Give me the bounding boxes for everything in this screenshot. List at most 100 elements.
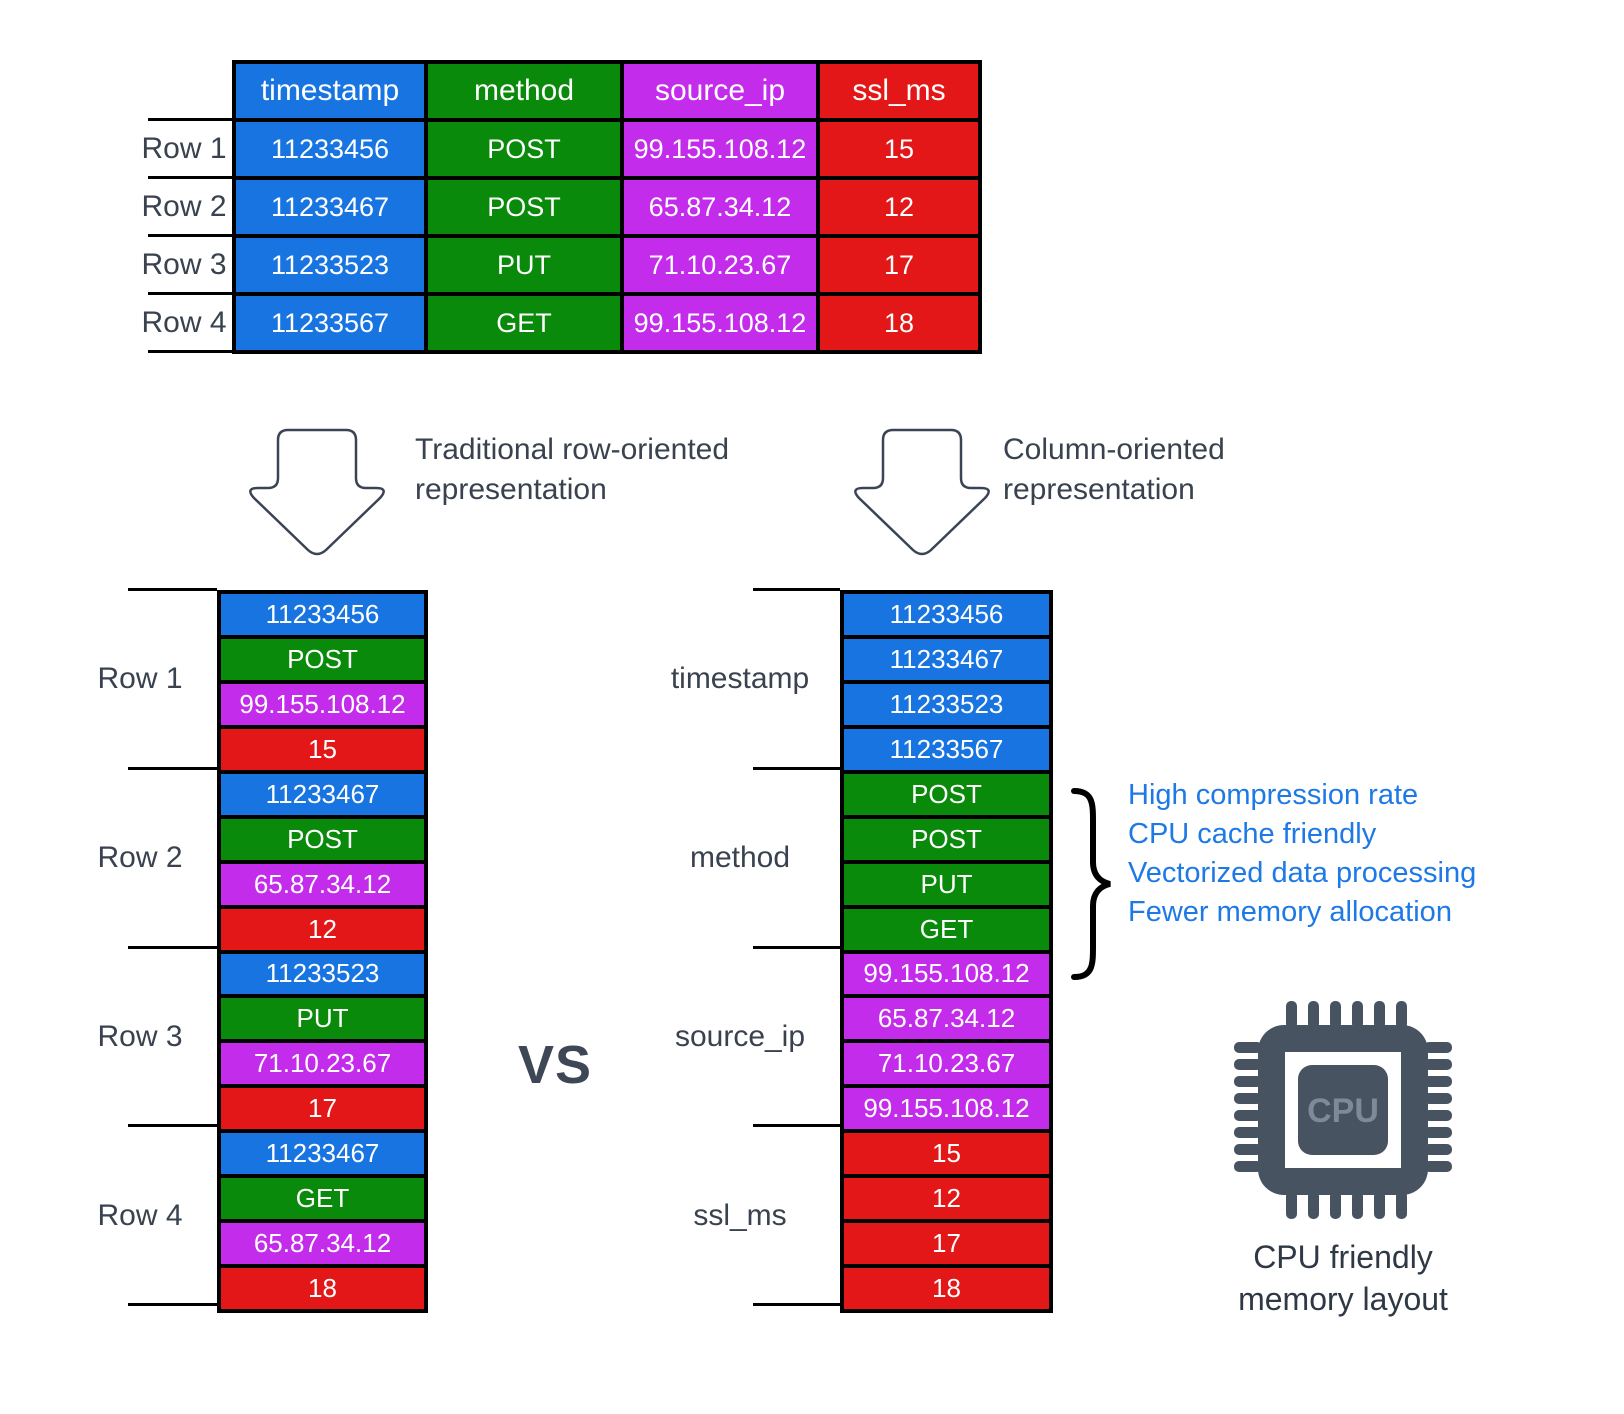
cpu-pin bbox=[1424, 1110, 1452, 1121]
down-arrow-icon-right bbox=[854, 428, 990, 556]
benefit-item-1: High compression rate bbox=[1128, 779, 1419, 811]
row-stack-label-1: Row 1 bbox=[97, 662, 183, 696]
column-stack-cell-timestamp-2: 11233467 bbox=[844, 638, 1049, 680]
row-oriented-label-line1: Traditional row-oriented bbox=[415, 433, 730, 466]
cpu-pin bbox=[1308, 1001, 1319, 1029]
row-oriented-label: Traditional row-oriented representation bbox=[415, 430, 729, 510]
column-stack-cell-ssl_ms-2: 12 bbox=[844, 1178, 1049, 1220]
row-stack-tick bbox=[128, 588, 217, 591]
column-stack-tick bbox=[753, 946, 840, 949]
benefit-item-2: CPU cache friendly bbox=[1128, 818, 1377, 850]
column-stack-cell-source_ip-4: 99.155.108.12 bbox=[844, 1088, 1049, 1130]
cpu-pin bbox=[1424, 1127, 1452, 1138]
row-stack-label-4: Row 4 bbox=[97, 1198, 183, 1232]
cpu-caption-line1: CPU friendly bbox=[1253, 1239, 1433, 1275]
top-table-row-label-3: Row 3 bbox=[141, 248, 227, 281]
cpu-pin bbox=[1424, 1059, 1452, 1070]
column-stack-cell-timestamp-3: 11233523 bbox=[844, 683, 1049, 725]
row-stack-cell-row2-1: 11233467 bbox=[221, 773, 424, 815]
top-table-cell-r2c2: POST bbox=[428, 180, 620, 234]
cpu-pin bbox=[1396, 1001, 1407, 1029]
cpu-pin bbox=[1234, 1059, 1262, 1070]
row-oriented-stack: 11233456 POST 99.155.108.12 15 11233467 POST 6… bbox=[217, 590, 428, 1313]
top-table-cell-r4c1: 11233567 bbox=[236, 296, 424, 350]
row-stack-cell-row2-3: 65.87.34.12 bbox=[221, 863, 424, 905]
column-stack-tick bbox=[753, 1303, 840, 1306]
top-table-row-tick bbox=[148, 234, 232, 237]
row-stack-cell-row4-3: 65.87.34.12 bbox=[221, 1223, 424, 1265]
cpu-pin bbox=[1234, 1076, 1262, 1087]
cpu-pin bbox=[1374, 1001, 1385, 1029]
row-stack-cell-row4-4: 18 bbox=[221, 1268, 424, 1309]
row-stack-cell-row3-1: 11233523 bbox=[221, 953, 424, 995]
column-stack-tick bbox=[753, 767, 840, 770]
cpu-icon: CPU bbox=[1234, 1001, 1452, 1219]
cpu-pin bbox=[1234, 1093, 1262, 1104]
top-table: timestamp method source_ip ssl_ms 11233456 PO… bbox=[232, 60, 982, 354]
cpu-caption: CPU friendly memory layout bbox=[1193, 1236, 1493, 1320]
top-table-row-label-1: Row 1 bbox=[141, 132, 227, 165]
cpu-pin bbox=[1352, 1001, 1363, 1029]
top-table-cell-r1c4: 15 bbox=[820, 122, 978, 176]
row-stack-cell-row1-1: 11233456 bbox=[221, 594, 424, 635]
column-oriented-label-line1: Column-oriented bbox=[1003, 433, 1225, 466]
top-table-row-tick bbox=[148, 176, 232, 179]
top-table-cell-r1c1: 11233456 bbox=[236, 122, 424, 176]
row-stack-label-2: Row 2 bbox=[97, 841, 183, 875]
benefits-list: High compression rate CPU cache friendly V… bbox=[1128, 776, 1476, 932]
cpu-pin bbox=[1424, 1093, 1452, 1104]
cpu-pin bbox=[1308, 1191, 1319, 1219]
cpu-pin bbox=[1286, 1001, 1297, 1029]
column-stack-cell-source_ip-3: 71.10.23.67 bbox=[844, 1043, 1049, 1085]
column-stack-cell-source_ip-1: 99.155.108.12 bbox=[844, 953, 1049, 995]
column-stack-label-ssl_ms: ssl_ms bbox=[693, 1198, 787, 1232]
column-stack-label-source_ip: source_ip bbox=[674, 1019, 806, 1053]
top-table-cell-r1c2: POST bbox=[428, 122, 620, 176]
top-table-cell-r4c3: 99.155.108.12 bbox=[624, 296, 816, 350]
benefit-item-4: Fewer memory allocation bbox=[1128, 896, 1452, 928]
down-arrow-icon-left bbox=[249, 428, 385, 556]
column-stack-cell-ssl_ms-1: 15 bbox=[844, 1133, 1049, 1175]
column-stack-cell-method-3: PUT bbox=[844, 863, 1049, 905]
top-table-cell-r4c2: GET bbox=[428, 296, 620, 350]
column-oriented-stack: 11233456 11233467 11233523 11233567 POST POST… bbox=[840, 590, 1053, 1313]
top-table-header-ssl_ms: ssl_ms bbox=[820, 64, 978, 118]
column-stack-cell-method-2: POST bbox=[844, 818, 1049, 860]
row-stack-tick bbox=[128, 1124, 217, 1127]
top-table-header-timestamp: timestamp bbox=[236, 64, 424, 118]
cpu-chip-label: CPU bbox=[1307, 1092, 1379, 1130]
row-stack-cell-row3-4: 17 bbox=[221, 1088, 424, 1130]
cpu-pin bbox=[1234, 1127, 1262, 1138]
column-stack-cell-ssl_ms-4: 18 bbox=[844, 1268, 1049, 1309]
vs-label: VS bbox=[517, 1035, 593, 1095]
cpu-pin bbox=[1352, 1191, 1363, 1219]
top-table-cell-r4c4: 18 bbox=[820, 296, 978, 350]
cpu-pin bbox=[1424, 1042, 1452, 1053]
column-stack-cell-ssl_ms-3: 17 bbox=[844, 1223, 1049, 1265]
row-oriented-label-line2: representation bbox=[415, 473, 607, 506]
cpu-caption-line2: memory layout bbox=[1238, 1281, 1448, 1317]
cpu-pin bbox=[1330, 1191, 1341, 1219]
top-table-cell-r3c2: PUT bbox=[428, 238, 620, 292]
top-table-cell-r1c3: 99.155.108.12 bbox=[624, 122, 816, 176]
column-stack-cell-timestamp-4: 11233567 bbox=[844, 728, 1049, 770]
top-table-cell-r3c3: 71.10.23.67 bbox=[624, 238, 816, 292]
column-stack-cell-method-1: POST bbox=[844, 773, 1049, 815]
row-stack-tick bbox=[128, 946, 217, 949]
top-table-row-tick bbox=[148, 350, 232, 353]
column-oriented-label: Column-oriented representation bbox=[1003, 430, 1225, 510]
row-stack-cell-row3-2: PUT bbox=[221, 998, 424, 1040]
cpu-pin bbox=[1286, 1191, 1297, 1219]
cpu-pin bbox=[1424, 1161, 1452, 1172]
row-stack-cell-row1-3: 99.155.108.12 bbox=[221, 683, 424, 725]
top-table-cell-r2c4: 12 bbox=[820, 180, 978, 234]
top-table-cell-r3c1: 11233523 bbox=[236, 238, 424, 292]
column-stack-cell-source_ip-2: 65.87.34.12 bbox=[844, 998, 1049, 1040]
top-table-row-label-4: Row 4 bbox=[141, 306, 227, 339]
top-table-cell-r2c1: 11233467 bbox=[236, 180, 424, 234]
row-stack-cell-row3-3: 71.10.23.67 bbox=[221, 1043, 424, 1085]
row-stack-cell-row1-2: POST bbox=[221, 638, 424, 680]
row-stack-cell-row1-4: 15 bbox=[221, 728, 424, 770]
top-table-cell-r2c3: 65.87.34.12 bbox=[624, 180, 816, 234]
column-stack-tick bbox=[753, 588, 840, 591]
